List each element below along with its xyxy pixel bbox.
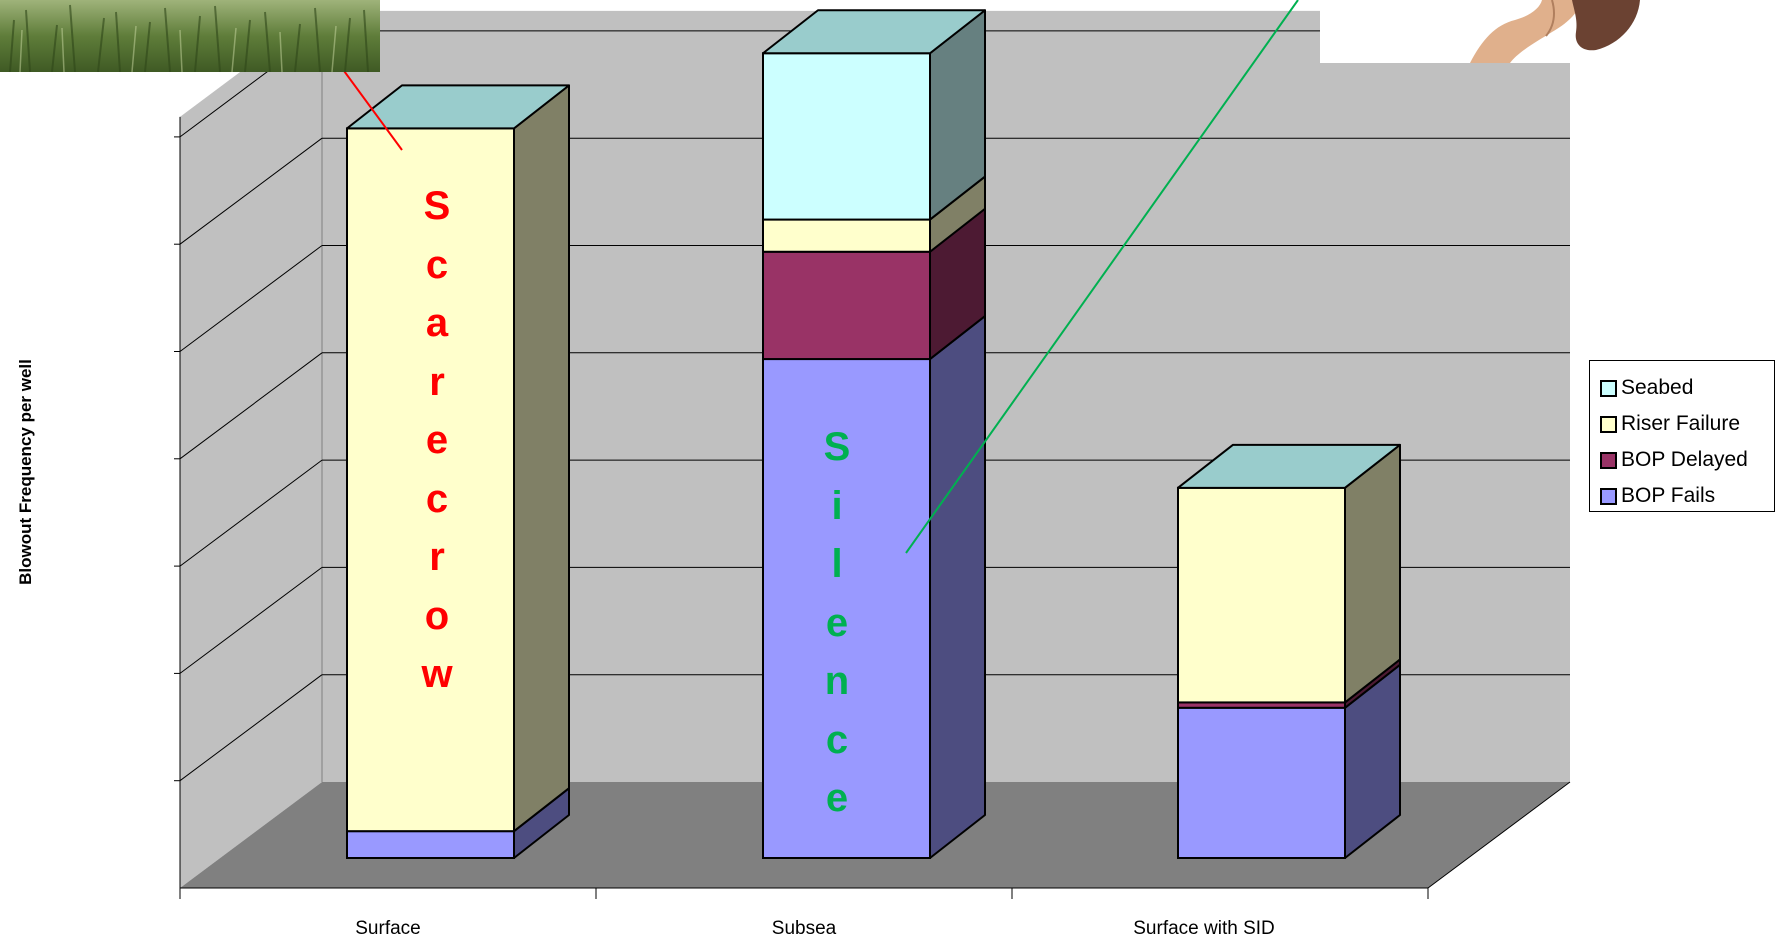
- gridline-side: [179, 566, 323, 674]
- legend-item-riser-failure: Riser Failure: [1600, 406, 1774, 442]
- legend-item-bop-fails: BOP Fails: [1600, 478, 1774, 514]
- side-wall: [180, 10, 322, 888]
- bar-subsea-seabed: [762, 52, 931, 221]
- bar-surface-riser-failure: [346, 127, 515, 833]
- annotation-letter: e: [825, 600, 849, 645]
- x-tick-surface: Surface: [355, 918, 421, 939]
- legend-swatch-bop-delayed: [1600, 451, 1617, 469]
- annotation-letter: c: [825, 717, 849, 762]
- bar-surface-bop-fails: [346, 830, 515, 859]
- x-tick-subsea: Subsea: [771, 918, 837, 939]
- bar-surface-riser-failure-side: [513, 84, 570, 833]
- gridline-side: [179, 245, 323, 352]
- legend-label-bop-delayed: BOP Delayed: [1621, 448, 1748, 471]
- gridline-side: [179, 674, 323, 782]
- legend-swatch-riser-failure: [1600, 415, 1617, 433]
- bar-top-subsea: [762, 9, 986, 55]
- legend-swatch-bop-fails: [1600, 487, 1617, 505]
- annotation-letter: e: [825, 776, 849, 820]
- finger-on-lips-photo: [1320, 0, 1660, 63]
- bar-stack-surface: [346, 84, 570, 859]
- legend-swatch-seabed: [1600, 379, 1617, 397]
- annotation-letter: w: [421, 652, 453, 696]
- annotation-letter: e: [425, 418, 449, 462]
- bar-top-surface-with-sid: [1177, 443, 1401, 489]
- annotation-letter: a: [425, 301, 449, 345]
- legend-label-bop-fails: BOP Fails: [1621, 484, 1716, 507]
- bar-surface-with-sid-riser-failure: [1177, 486, 1346, 704]
- bar-subsea-bop-fails-side: [929, 315, 986, 859]
- floor-edge: [1427, 781, 1571, 889]
- legend: Seabed Riser Failure BOP Delayed BOP Fai…: [1589, 360, 1775, 512]
- bar-top-surface: [346, 84, 570, 130]
- annotation-letter: n: [824, 659, 850, 703]
- legend-item-bop-delayed: BOP Delayed: [1600, 442, 1774, 478]
- annotation-letter: S: [423, 184, 451, 228]
- bar-stack-surface-with-sid: [1177, 443, 1401, 860]
- annotation-letter: r: [429, 359, 445, 404]
- bar-subsea-bop-delayed: [762, 250, 931, 361]
- bar-surface-with-sid-riser-failure-side: [1344, 443, 1401, 704]
- gridline-side: [179, 352, 323, 460]
- gridline-side: [179, 459, 323, 567]
- grass-photo: [0, 0, 380, 72]
- annotation-letter: i: [831, 483, 843, 528]
- annotation-letter: r: [429, 535, 445, 579]
- annotation-letter: o: [424, 593, 450, 638]
- annotation-letter: S: [823, 425, 851, 469]
- annotation-letter: c: [425, 476, 449, 521]
- gridline-side: [179, 137, 323, 245]
- y-axis-label: Blowout Frequency per well: [16, 359, 35, 585]
- annotation-letter: c: [425, 242, 449, 287]
- annotation-letter: l: [831, 542, 843, 586]
- legend-label-seabed: Seabed: [1621, 376, 1694, 399]
- bar-subsea-riser-failure: [762, 218, 931, 253]
- callout-line-silence: [905, 0, 1299, 554]
- legend-item-seabed: Seabed: [1600, 370, 1774, 406]
- legend-label-riser-failure: Riser Failure: [1621, 412, 1741, 435]
- x-tick-surface-with-sid: Surface with SID: [1133, 918, 1275, 939]
- bar-subsea-bop-fails: [762, 358, 931, 859]
- bar-surface-with-sid-bop-fails: [1177, 706, 1346, 860]
- bar-stack-subsea: [762, 9, 986, 859]
